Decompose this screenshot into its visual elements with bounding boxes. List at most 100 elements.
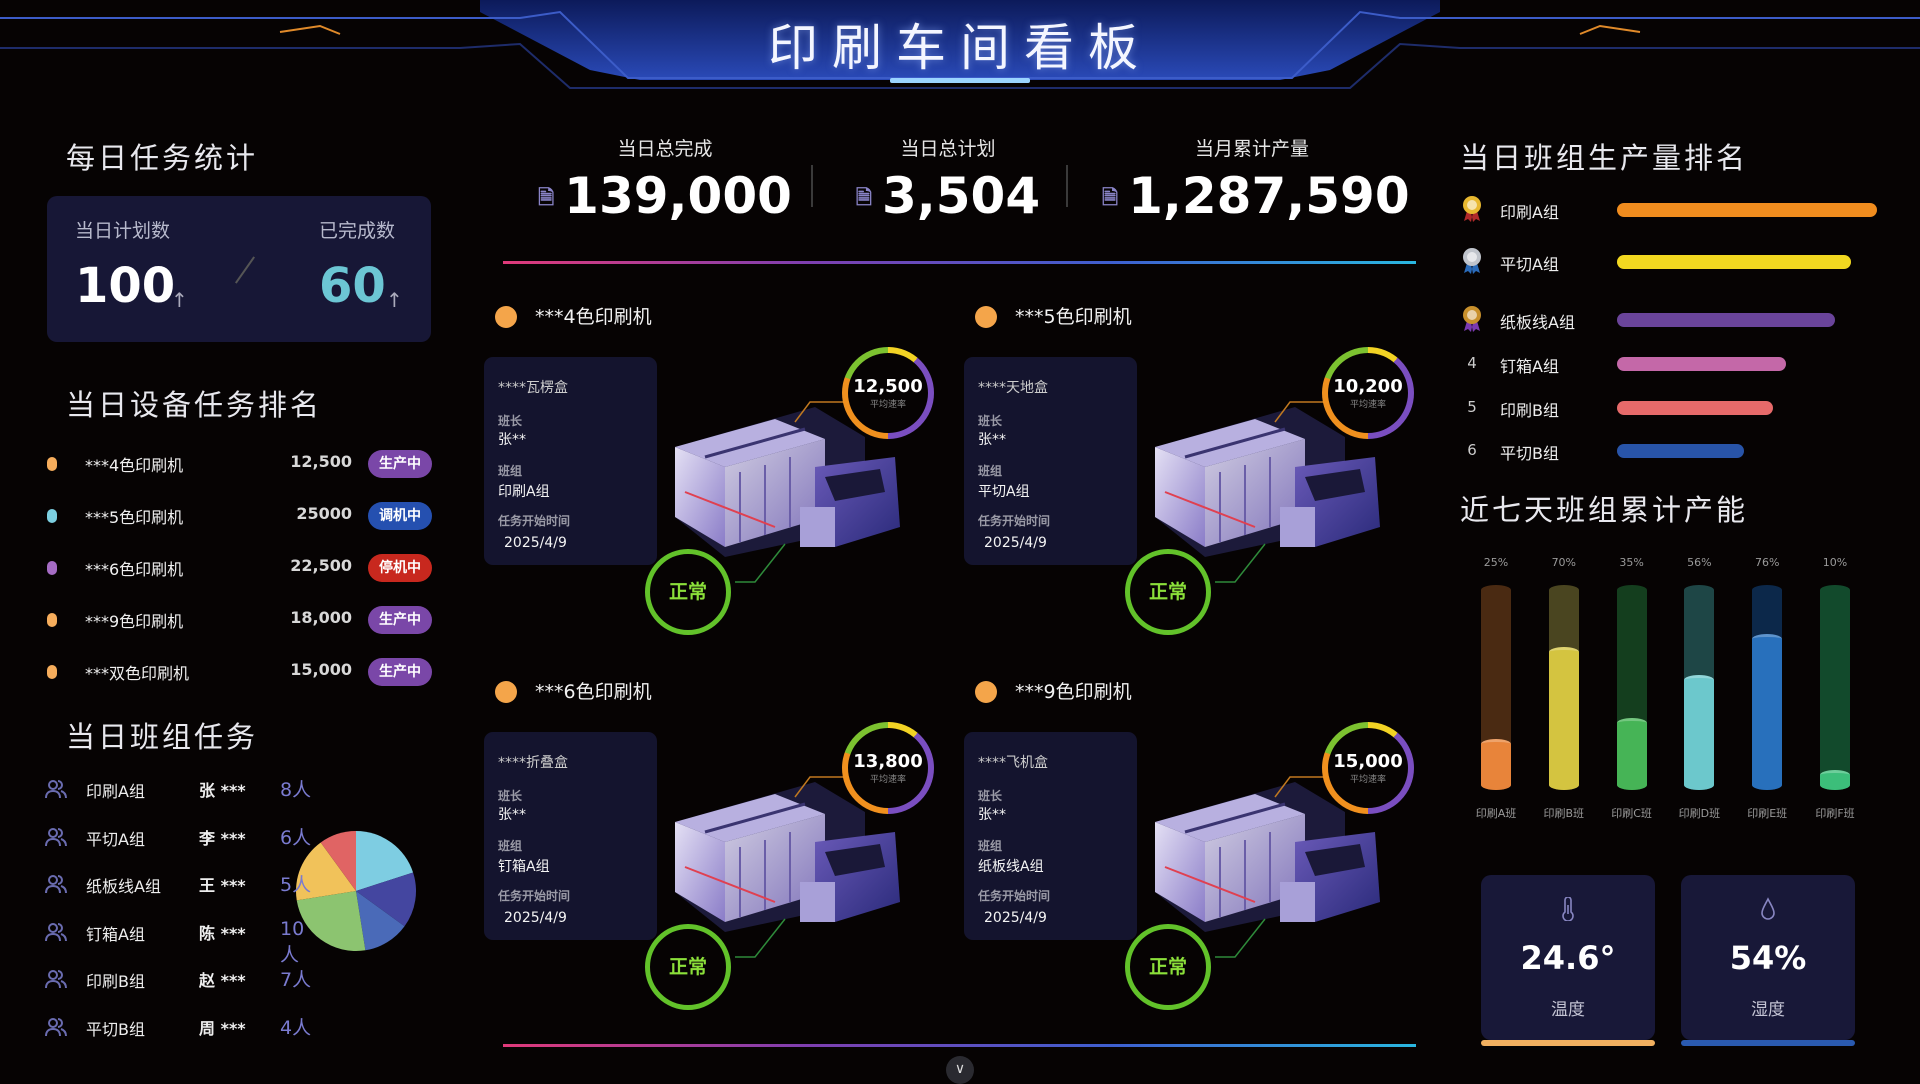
pie-slice[interactable] — [296, 891, 366, 951]
daily-stats-title: 每日任务统计 — [66, 141, 259, 175]
device-row[interactable]: ***双色印刷机 15,000 生产中 — [47, 656, 432, 690]
team-label: 班组 — [498, 839, 523, 853]
rank-row: 纸板线A组 — [1452, 305, 1892, 335]
bar-value-label: 70% — [1551, 556, 1577, 569]
machine-panel[interactable]: ***5色印刷机 ****天地盒 班长 张** 班组 平切A组 任务开始时间 2025/4/9… — [964, 302, 1445, 642]
team-count: 8人 — [280, 779, 312, 801]
rank-bar-track — [1617, 444, 1877, 458]
bar-category-label: 印刷B班 — [1543, 807, 1585, 820]
device-name: ***4色印刷机 — [85, 456, 184, 475]
machine-panel[interactable]: ***6色印刷机 ****折叠盒 班长 张** 班组 钉箱A组 任务开始时间 2025/4/9… — [484, 677, 965, 1017]
team-row: 印刷B组 赵 *** 7人 — [45, 965, 315, 995]
page-title: 印刷车间看板 — [768, 19, 1152, 77]
gauge-center: 13,800 平均速率 — [848, 728, 928, 808]
device-name: ***6色印刷机 — [85, 560, 184, 579]
pie-slice[interactable] — [296, 842, 356, 901]
device-row[interactable]: ***6色印刷机 22,500 停机中 — [47, 552, 432, 586]
device-value: 15,000 — [290, 660, 352, 679]
speed-gauge: 12,500 平均速率 — [842, 347, 934, 439]
pie-slice[interactable] — [356, 831, 414, 891]
bar-category-label: 印刷A班 — [1475, 807, 1517, 820]
team-name: 印刷A组 — [86, 782, 145, 801]
rank-bar — [1617, 255, 1851, 269]
done-value: 60 — [319, 258, 386, 314]
gauge-center: 10,200 平均速率 — [1328, 353, 1408, 433]
rank-bar-track — [1617, 357, 1877, 371]
rank-bar — [1617, 203, 1877, 217]
environment-accent-bar — [1681, 1040, 1855, 1046]
machine-panel[interactable]: ***4色印刷机 ****瓦楞盒 班长 张** 班组 印刷A组 任务开始时间 2025/4/9… — [484, 302, 965, 642]
bar[interactable] — [1684, 675, 1715, 790]
rank-team-name: 平切A组 — [1500, 255, 1559, 274]
leader-label: 班长 — [978, 414, 1003, 428]
device-row[interactable]: ***4色印刷机 12,500 生产中 — [47, 448, 432, 482]
start: 2025/4/9 — [984, 910, 1047, 926]
arrow-up-icon: ↑ — [386, 288, 403, 312]
gauge-center: 15,000 平均速率 — [1328, 728, 1408, 808]
leader: 张** — [498, 807, 526, 823]
bar[interactable] — [1481, 738, 1511, 790]
start-label: 任务开始时间 — [498, 889, 571, 903]
chevron-down-button[interactable]: ∨ — [946, 1056, 974, 1084]
device-row[interactable]: ***5色印刷机 25000 调机中 — [47, 500, 432, 534]
bar[interactable] — [1752, 634, 1783, 790]
status-dot — [47, 561, 57, 575]
pie-slice[interactable] — [320, 831, 356, 891]
bar-category-label: 印刷E班 — [1747, 807, 1788, 820]
start: 2025/4/9 — [504, 535, 567, 551]
separator-slash — [235, 256, 255, 284]
kpi-divider — [811, 165, 813, 207]
rank-number: 5 — [1467, 398, 1477, 416]
rank-team-name: 平切B组 — [1500, 444, 1559, 463]
machine-title: ***9色印刷机 — [1015, 681, 1132, 703]
machine-info-card: ****瓦楞盒 班长 张** 班组 印刷A组 任务开始时间 2025/4/9 — [484, 357, 657, 565]
speed-value: 12,500 — [853, 376, 923, 397]
pie-slice[interactable] — [356, 891, 405, 951]
start-label: 任务开始时间 — [978, 514, 1051, 528]
thermometer-icon — [1481, 896, 1655, 925]
team-name: 印刷B组 — [86, 972, 145, 991]
product-name: ****天地盒 — [978, 380, 1048, 396]
start: 2025/4/9 — [984, 535, 1047, 551]
speed-gauge: 13,800 平均速率 — [842, 722, 934, 814]
bar-track — [1820, 585, 1850, 790]
bar[interactable] — [1548, 646, 1579, 790]
machine-status: 正常 — [645, 549, 731, 635]
machine-panel[interactable]: ***9色印刷机 ****飞机盒 班长 张** 班组 纸板线A组 任务开始时间 2025/4/… — [964, 677, 1445, 1017]
status-dot — [47, 457, 57, 471]
bar[interactable] — [1820, 769, 1850, 790]
silver-medal-icon — [1460, 247, 1484, 275]
kpi-value-wrap: 🗎 3,504 — [798, 167, 1098, 225]
environment-card: 24.6° 温度 — [1481, 875, 1655, 1046]
machine-dot — [975, 306, 997, 328]
machine-status: 正常 — [1125, 924, 1211, 1010]
status-badge: 生产中 — [368, 450, 432, 478]
rank-number: 4 — [1467, 354, 1477, 372]
device-row[interactable]: ***9色印刷机 18,000 生产中 — [47, 604, 432, 638]
pie-slice[interactable] — [356, 872, 416, 927]
machine-title: ***6色印刷机 — [535, 681, 652, 703]
team-name: 平切A组 — [86, 829, 145, 849]
device-value: 25000 — [296, 504, 352, 523]
start: 2025/4/9 — [504, 910, 567, 926]
bar-value-label: 25% — [1483, 556, 1509, 569]
environment-value: 24.6° — [1520, 939, 1616, 977]
kpi-block: 当日总计划 🗎 3,504 — [798, 134, 1098, 225]
speed-label: 平均速率 — [869, 400, 906, 410]
team-row: 纸板线A组 王 *** 5人 — [45, 870, 315, 900]
rank-team-name: 钉箱A组 — [1500, 357, 1559, 376]
rank-row: 印刷A组 — [1452, 195, 1892, 225]
gold-medal-icon — [1460, 195, 1484, 223]
rank-bar — [1617, 444, 1745, 458]
kpi-label: 当月累计产量 — [1194, 138, 1309, 160]
bar-category-label: 印刷C班 — [1611, 807, 1652, 820]
bar[interactable] — [1616, 718, 1647, 790]
team-name: 纸板线A组 — [86, 877, 161, 896]
bar-value-label: 76% — [1754, 556, 1780, 569]
rank-bar-track — [1617, 313, 1877, 327]
gauge-center: 12,500 平均速率 — [848, 353, 928, 433]
machine-info-card: ****飞机盒 班长 张** 班组 纸板线A组 任务开始时间 2025/4/9 — [964, 732, 1137, 940]
status-dot — [47, 665, 57, 679]
team-row: 平切A组 李 *** 6人 — [45, 823, 315, 853]
capacity-chart-title: 近七天班组累计产能 — [1460, 493, 1749, 527]
